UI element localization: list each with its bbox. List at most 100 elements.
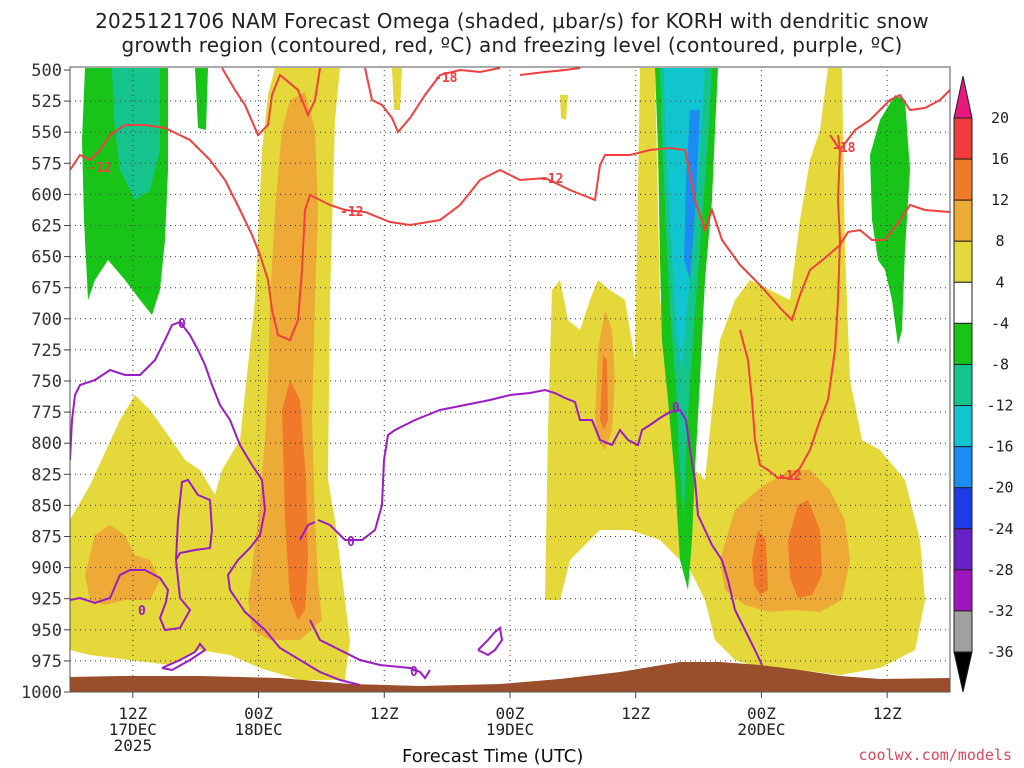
fzl-label-0-a: 0 (178, 317, 186, 332)
colorbar-swatch (953, 405, 973, 448)
fzl-label-0-e: 0 (410, 665, 418, 680)
x-tick-label: 00Z (496, 704, 525, 723)
x-tick-label: 12Z (370, 704, 399, 723)
x-tick-label: 19DEC (486, 720, 534, 739)
y-tick-label: 900 (31, 559, 62, 579)
colorbar-swatch (953, 528, 973, 571)
dgz-label-minus-12-left: -12 (88, 161, 111, 176)
x-axis-title: Forecast Time (UTC) (402, 746, 584, 767)
colorbar-swatch (953, 487, 973, 530)
colorbar-label: -20 (986, 479, 1013, 497)
x-tick-label: 00Z (244, 704, 273, 723)
colorbar-label: -24 (986, 520, 1013, 538)
freezing-level-contour-bottom (161, 521, 504, 680)
dgz-label-minus-12-mid: -12 (340, 205, 363, 220)
y-tick-label: 975 (31, 652, 62, 672)
colorbar-top-triangle (953, 75, 973, 119)
x-tick-label: 18DEC (234, 720, 282, 739)
x-tick-label: 12Z (118, 704, 147, 723)
y-tick-label: 775 (31, 403, 62, 423)
y-axis: 500 525 550 575 600 625 650 675 700 725 750 775 800 8… (21, 61, 70, 703)
colorbar-label: 20 (991, 109, 1009, 127)
colorbar-swatch (953, 446, 973, 489)
chart-title-line-2: growth region (contoured, red, ºC) and f… (121, 33, 903, 57)
y-tick-label: 600 (31, 185, 62, 205)
omega-blue-band-mid (684, 110, 700, 280)
colorbar-label: 16 (991, 150, 1009, 168)
omega-dark-orange-core-right (788, 500, 822, 598)
colorbar-swatch (953, 199, 973, 242)
dgz-contour-minus-12-right (739, 134, 842, 479)
colorbar-label: -32 (986, 602, 1013, 620)
dgz-contour-minus-18-top (221, 67, 950, 152)
omega-shading (70, 68, 925, 680)
y-tick-label: 800 (31, 434, 62, 454)
omega-dark-orange-core-left (282, 380, 308, 620)
freezing-level-contour-lower (70, 478, 214, 632)
omega-teal-region-top-left (112, 68, 160, 200)
fzl-label-0-d: 0 (138, 604, 146, 619)
y-tick-label: 625 (31, 217, 62, 237)
omega-yellow-top-blob-1 (392, 68, 402, 110)
colorbar-label: 8 (995, 232, 1004, 250)
y-tick-label: 850 (31, 496, 62, 516)
chart-title-line-1: 2025121706 NAM Forecast Omega (shaded, μ… (95, 9, 929, 33)
colorbar-label: -28 (986, 561, 1013, 579)
colorbar-label: 4 (995, 273, 1004, 291)
colorbar-swatch (953, 117, 973, 160)
omega-dark-orange-core-right-2 (752, 530, 768, 595)
colorbar-swatch (953, 281, 973, 324)
colorbar: 20 16 12 8 4 -4 -8 -12 -16 -20 -24 -28 -32 -36 (953, 75, 1014, 693)
colorbar-label: 12 (991, 191, 1009, 209)
y-tick-label: 725 (31, 341, 62, 361)
fzl-label-0-c: 0 (672, 401, 680, 416)
colorbar-label: -36 (986, 643, 1013, 661)
x-tick-label: 00Z (747, 704, 776, 723)
dgz-label-minus-18-right: -18 (832, 141, 856, 156)
y-tick-label: 500 (31, 61, 62, 81)
y-tick-label: 875 (31, 528, 62, 548)
freezing-level-contour-main (70, 320, 763, 686)
x-tick-label: 2025 (114, 736, 153, 755)
colorbar-swatch (953, 569, 973, 612)
colorbar-label: -4 (991, 314, 1009, 332)
colorbar-label: -16 (986, 438, 1013, 456)
y-tick-label: 950 (31, 621, 62, 641)
x-tick-label: 20DEC (737, 720, 785, 739)
credit-link[interactable]: coolwx.com/models (858, 746, 1012, 764)
colorbar-label: -8 (991, 355, 1009, 373)
y-tick-label: 575 (31, 154, 62, 174)
y-tick-label: 825 (31, 465, 62, 485)
colorbar-swatch (953, 363, 973, 407)
y-tick-label: 525 (31, 92, 62, 112)
y-tick-label: 675 (31, 279, 62, 299)
dgz-label-minus-12-right: -12 (540, 172, 563, 187)
gridlines (70, 70, 950, 692)
y-tick-label: 650 (31, 248, 62, 268)
y-tick-label: 700 (31, 310, 62, 330)
x-tick-label: 12Z (873, 704, 902, 723)
dgz-contour-minus-12-left (70, 124, 950, 342)
x-tick-label: 17DEC (109, 720, 157, 739)
omega-green-region-right (870, 95, 910, 345)
y-tick-label: 1000 (21, 683, 62, 703)
fzl-label-0-b: 0 (347, 535, 355, 550)
y-tick-label: 750 (31, 372, 62, 392)
colorbar-label: -12 (986, 397, 1013, 415)
omega-green-sliver-top (195, 68, 208, 130)
terrain-ground (70, 662, 950, 692)
colorbar-swatch (953, 158, 973, 201)
x-tick-label: 12Z (621, 704, 650, 723)
colorbar-swatch (953, 240, 973, 283)
colorbar-bottom-triangle (953, 651, 973, 693)
y-tick-label: 550 (31, 123, 62, 143)
omega-orange-region-lower-left (85, 525, 160, 605)
omega-yellow-top-blob-3 (640, 68, 650, 200)
y-tick-label: 925 (31, 590, 62, 610)
colorbar-swatch (953, 322, 973, 365)
dgz-label-minus-18-top: -18 (434, 71, 458, 86)
contour-layer (70, 67, 950, 686)
colorbar-swatch (953, 610, 973, 653)
